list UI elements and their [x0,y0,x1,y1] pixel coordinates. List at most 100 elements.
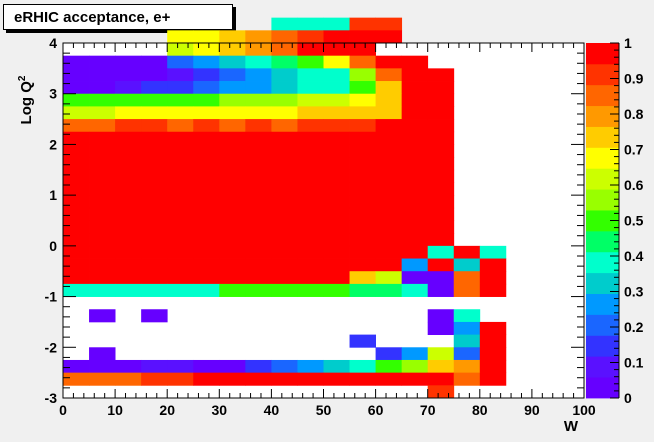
heatmap-cell [297,68,324,82]
heatmap-cell [323,55,350,69]
heatmap-cell [219,106,246,120]
heatmap-cell [375,68,403,82]
heatmap-cell [167,157,194,171]
heatmap-cell [193,81,220,95]
heatmap-cell [245,119,272,133]
heatmap-cell [297,283,324,297]
heatmap-cell [245,68,272,82]
heatmap-cell [323,119,350,133]
color-scale-swatch [586,168,619,190]
heatmap-cell [479,347,507,361]
heatmap-cell [375,131,403,145]
color-scale-label: 0.9 [624,71,644,87]
x-tick-label: 10 [107,402,123,418]
heatmap-cell [89,220,116,234]
heatmap-cell [193,68,220,82]
heatmap-cell [453,334,481,348]
heatmap-cell [219,271,246,285]
y-tick-label: -3 [45,390,58,406]
heatmap-cell [479,283,507,297]
heatmap-cell [89,182,116,196]
x-tick-label: 20 [159,402,175,418]
heatmap-cell [141,359,168,374]
heatmap-cell [89,81,116,95]
heatmap-cell [141,157,168,171]
heatmap-cell [167,68,194,82]
heatmap-cell [401,169,429,183]
heatmap-cell [89,195,116,209]
color-scale-label: 0.6 [624,177,644,193]
heatmap-cell [245,169,272,183]
color-scale-swatch [586,105,619,127]
heatmap-cell [115,207,142,221]
heatmap-cell [219,372,246,386]
heatmap-cell [219,220,246,234]
heatmap-cell [297,220,324,234]
heatmap-cell [167,220,194,234]
heatmap-cell [141,258,168,272]
x-axis: 0 10 20 30 40 50 60 70 80 90 100 [59,43,596,418]
heatmap-cell [453,258,481,272]
heatmap-cell [167,359,194,374]
heatmap-cell [141,55,168,69]
heatmap-cell [375,372,403,386]
heatmap-cell [323,17,350,31]
heatmap-cell [141,271,168,285]
heatmap-cell [115,271,142,285]
heatmap-cell [141,233,168,247]
heatmap-cell [349,43,376,57]
heatmap-cell [297,271,324,285]
heatmap-cell [219,207,246,221]
heatmap-cell [193,182,220,196]
heatmap-cell [375,81,403,95]
heatmap-cell [349,195,376,209]
heatmap-cell [375,93,403,107]
heatmap-cell [453,372,481,386]
heatmap-cell [245,157,272,171]
heatmap-cell [401,131,429,145]
heatmap-cell [375,258,403,272]
x-tick-label: 60 [368,402,384,418]
heatmap-cell [427,207,455,221]
heatmap-cell [167,271,194,285]
heatmap-cell [271,93,298,107]
heatmap-cell [193,144,220,158]
heatmap-cell [479,334,507,348]
heatmap-cell [323,131,350,145]
heatmap-cell [297,207,324,221]
heatmap-cell [141,195,168,209]
heatmap-cell [115,131,142,145]
heatmap-cell [271,43,298,57]
heatmap-cell [89,372,116,386]
heatmap-cell [375,220,403,234]
heatmap-cell [375,144,403,158]
color-scale-label: 0.5 [624,213,644,229]
heatmap-cell [219,195,246,209]
x-tick-label: 80 [472,402,488,418]
heatmap-cell [349,283,376,297]
heatmap-cell [89,283,116,297]
heatmap-cell [323,144,350,158]
color-scale-label: 0.7 [624,142,644,158]
heatmap-cell [427,106,455,120]
heatmap-cell [219,119,246,133]
heatmap-cell [193,30,220,44]
heatmap-cell [349,169,376,183]
color-scale-label: 0.4 [624,248,644,264]
heatmap-cell [349,106,376,120]
heatmap-cell [63,169,90,183]
heatmap-cell [167,131,194,145]
y-tick-label: 4 [49,35,57,51]
heatmap-cell [271,157,298,171]
heatmap-cell [89,93,116,107]
heatmap-cell [401,68,429,82]
heatmap-cell [141,283,168,297]
heatmap-cell [115,245,142,259]
heatmap-cell [427,195,455,209]
heatmap-cell [167,233,194,247]
heatmap-cell [271,359,298,374]
color-scale-label: 1 [624,35,632,51]
heatmap-cell [297,258,324,272]
heatmap-cell [245,30,272,44]
